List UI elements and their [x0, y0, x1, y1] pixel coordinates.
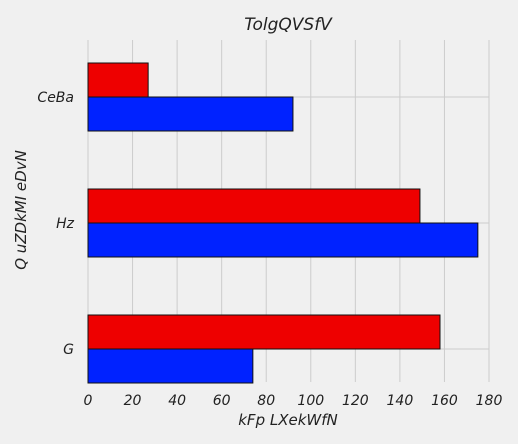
bar-g-series2 — [87, 348, 254, 384]
x-tick-label: 140 — [387, 393, 414, 409]
bars — [87, 62, 479, 384]
y-tick-label: Hz — [56, 216, 75, 232]
x-tick-label: 20 — [124, 393, 142, 409]
x-tick-label: 40 — [168, 393, 186, 409]
x-tick-label: 180 — [476, 393, 503, 409]
x-tick-label: 60 — [213, 393, 231, 409]
y-tick-label: CeBa — [37, 90, 74, 106]
bar-g-series1 — [87, 314, 441, 350]
y-axis-label: Q uZDkMI eDvN — [12, 150, 30, 270]
chart-title: TolgQVSfV — [244, 15, 333, 35]
ticks: 0 20 40 60 80 100 120 140 160 180 CeBa Hz G — [37, 90, 502, 409]
x-tick-label: 0 — [84, 393, 93, 409]
x-tick-label: 120 — [342, 393, 369, 409]
x-tick-label: 160 — [431, 393, 458, 409]
bar-ceba-series2 — [87, 96, 294, 132]
y-tick-label: G — [63, 342, 74, 358]
bar-hz-series1 — [87, 188, 421, 224]
bar-hz-series2 — [87, 222, 479, 258]
bar-ceba-series1 — [87, 62, 149, 98]
x-tick-label: 100 — [297, 393, 324, 409]
x-axis-label: kFp LXekWfN — [238, 411, 338, 429]
x-tick-label: 80 — [257, 393, 275, 409]
